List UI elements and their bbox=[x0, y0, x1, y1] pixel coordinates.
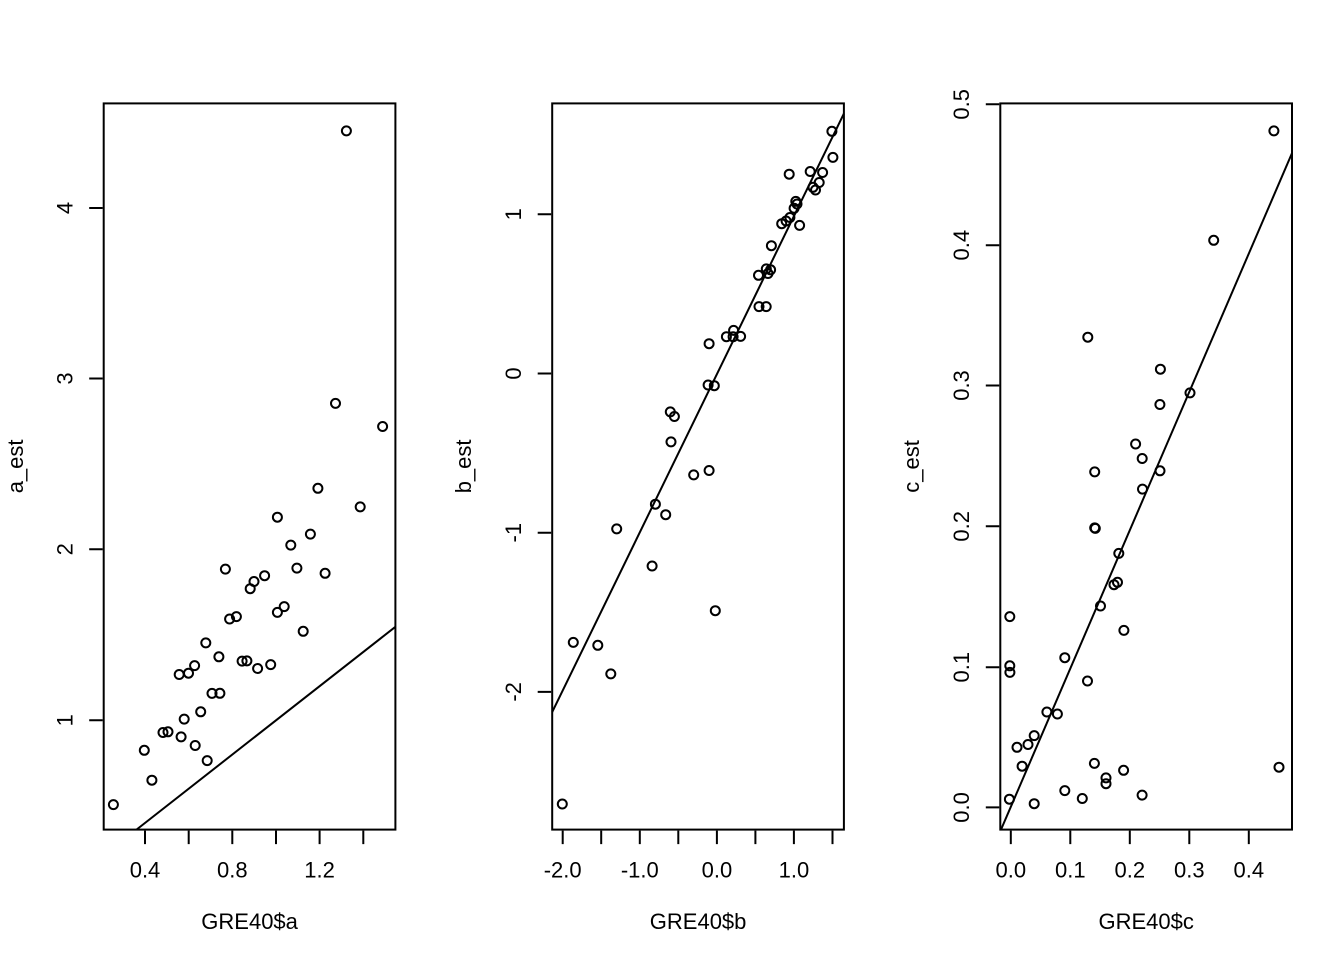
svg-text:1: 1 bbox=[501, 208, 526, 220]
svg-text:a_est: a_est bbox=[3, 439, 28, 493]
svg-text:0.2: 0.2 bbox=[949, 511, 974, 542]
svg-text:GRE40$c: GRE40$c bbox=[1099, 909, 1194, 934]
svg-text:0.0: 0.0 bbox=[949, 792, 974, 823]
svg-text:2: 2 bbox=[52, 543, 77, 555]
svg-text:3: 3 bbox=[52, 372, 77, 384]
svg-text:b_est: b_est bbox=[451, 439, 476, 493]
svg-text:0.4: 0.4 bbox=[949, 230, 974, 261]
svg-text:0: 0 bbox=[501, 367, 526, 379]
svg-text:0.0: 0.0 bbox=[996, 858, 1027, 883]
svg-text:1.2: 1.2 bbox=[304, 858, 335, 883]
svg-text:0.4: 0.4 bbox=[130, 858, 161, 883]
svg-text:0.0: 0.0 bbox=[702, 858, 733, 883]
svg-text:0.2: 0.2 bbox=[1115, 858, 1146, 883]
svg-text:0.1: 0.1 bbox=[949, 652, 974, 683]
svg-text:1: 1 bbox=[52, 714, 77, 726]
svg-text:0.4: 0.4 bbox=[1234, 858, 1265, 883]
svg-text:4: 4 bbox=[52, 202, 77, 214]
svg-text:0.5: 0.5 bbox=[949, 89, 974, 120]
svg-text:1.0: 1.0 bbox=[779, 858, 810, 883]
svg-text:0.1: 0.1 bbox=[1055, 858, 1086, 883]
svg-text:-1.0: -1.0 bbox=[621, 858, 659, 883]
svg-text:-2: -2 bbox=[501, 682, 526, 702]
svg-text:c_est: c_est bbox=[899, 440, 924, 493]
svg-text:-1: -1 bbox=[501, 523, 526, 543]
svg-text:-2.0: -2.0 bbox=[544, 858, 582, 883]
svg-text:0.8: 0.8 bbox=[217, 858, 248, 883]
svg-text:GRE40$a: GRE40$a bbox=[201, 909, 298, 934]
svg-text:0.3: 0.3 bbox=[949, 370, 974, 401]
svg-text:GRE40$b: GRE40$b bbox=[650, 909, 747, 934]
svg-text:0.3: 0.3 bbox=[1174, 858, 1205, 883]
